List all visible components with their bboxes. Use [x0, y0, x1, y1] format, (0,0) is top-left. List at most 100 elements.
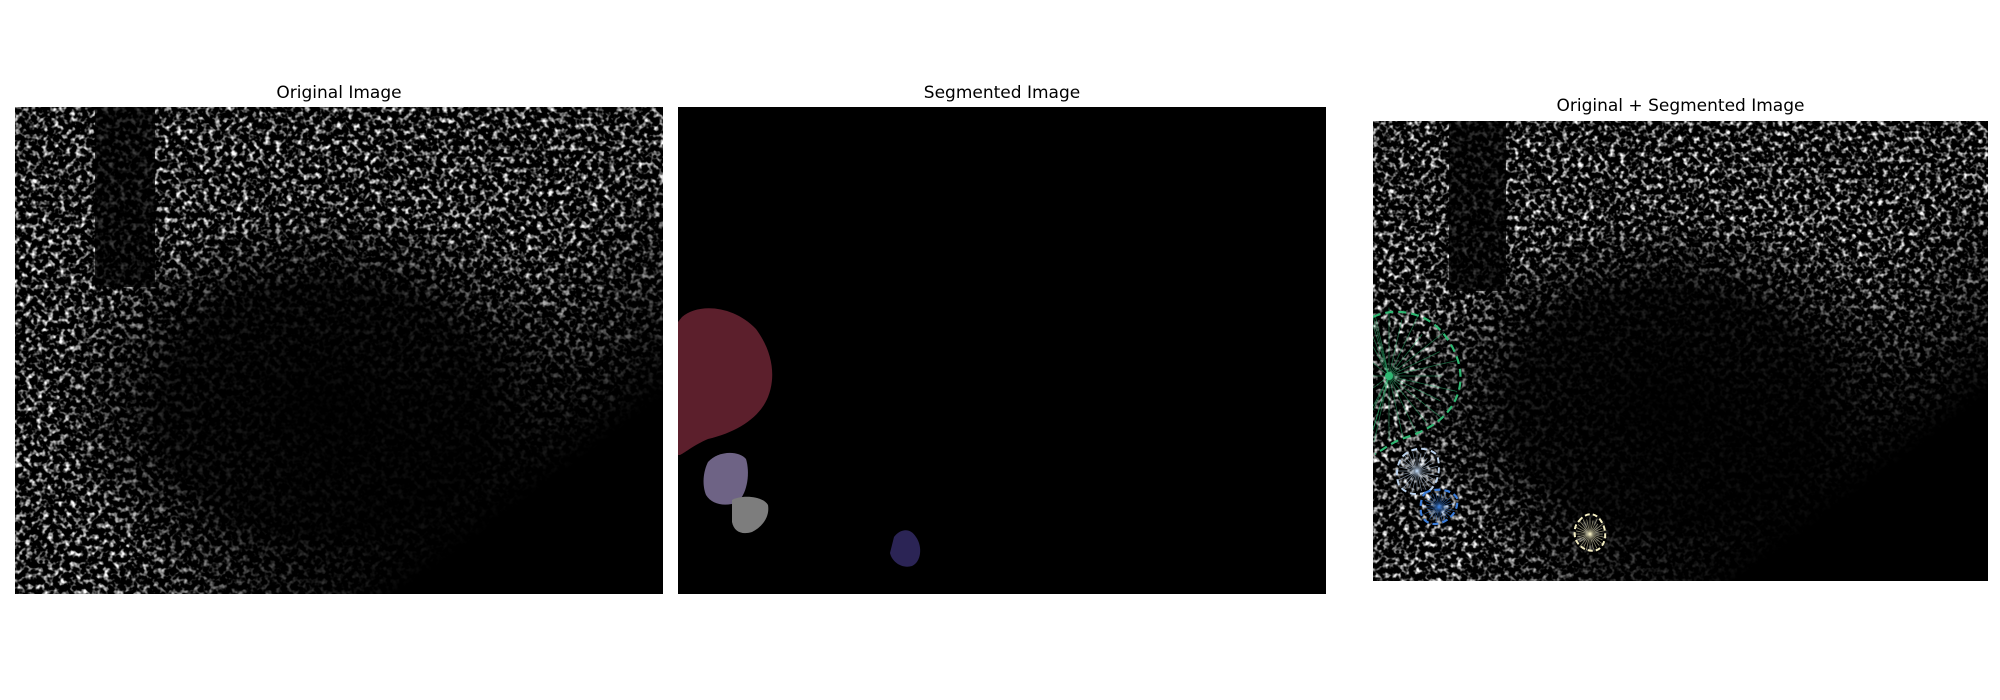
contour-spoke: [1416, 470, 1435, 485]
original-image: [15, 107, 663, 594]
contour-spoke: [1397, 461, 1418, 472]
contour-spoke: [1373, 375, 1390, 431]
contour-spoke: [1589, 518, 1598, 535]
contour-spoke: [1373, 375, 1390, 442]
contour-spoke: [1388, 312, 1420, 377]
segmented-image-canvas: [678, 107, 1326, 594]
contour-spoke: [1424, 499, 1440, 508]
overlay-image-canvas: [1373, 121, 1988, 581]
contour-spoke: [1438, 506, 1446, 521]
contour-spoke: [1374, 315, 1390, 377]
contour-spoke: [1432, 506, 1440, 520]
contour-spoke: [1373, 375, 1390, 407]
contour-spoke: [1416, 451, 1427, 472]
contour-spoke: [1574, 526, 1591, 535]
segment-gray: [732, 496, 769, 534]
segment-red: [678, 308, 773, 455]
contour-spoke: [1388, 334, 1423, 377]
contour-spoke: [1582, 519, 1591, 535]
contour-spoke: [1373, 336, 1390, 377]
contour-spoke: [1577, 524, 1591, 535]
contour-spoke: [1428, 506, 1440, 516]
contour-spoke: [1438, 506, 1451, 514]
contour-spoke: [1388, 375, 1443, 420]
contour-spoke: [1426, 506, 1440, 511]
contour-spoke: [1585, 533, 1591, 551]
contour-spoke: [1589, 533, 1603, 541]
contour-spoke: [1579, 533, 1591, 543]
contour-spoke: [1427, 497, 1440, 508]
original-image-title: Original Image: [276, 83, 402, 103]
contour-spoke: [1577, 533, 1591, 538]
contour-spoke: [1416, 462, 1434, 472]
contour-spoke: [1579, 533, 1591, 548]
overlay-image: [1373, 121, 1988, 581]
contour-spoke: [1388, 360, 1457, 377]
contour-spoke: [1438, 501, 1451, 508]
contour-spoke: [1416, 470, 1434, 480]
contour-spoke: [1416, 465, 1439, 472]
contour-spoke: [1398, 466, 1418, 472]
contour-spoke: [1435, 493, 1440, 508]
segmented-image-title: Segmented Image: [923, 83, 1081, 103]
contour-lightblue: [1395, 447, 1440, 496]
contour-spoke: [1438, 494, 1443, 508]
contour-spoke: [1586, 519, 1591, 535]
contour-spoke: [1438, 497, 1447, 508]
contour-spoke: [1388, 319, 1403, 377]
contour-spoke: [1438, 506, 1443, 522]
contour-spoke: [1438, 492, 1447, 508]
contour-spoke: [1388, 351, 1440, 377]
contour-spoke: [1403, 454, 1418, 472]
contour-spoke: [1424, 506, 1440, 515]
segmented-image: [678, 107, 1326, 594]
contour-spoke: [1407, 452, 1418, 472]
contour-spoke: [1589, 533, 1594, 550]
contour-spoke: [1403, 470, 1418, 483]
contour-green: [1373, 307, 1462, 455]
contour-spoke: [1438, 496, 1452, 508]
contour-spoke: [1589, 529, 1607, 535]
contour-spoke: [1416, 457, 1428, 472]
contour-spoke: [1574, 533, 1591, 542]
contour-spoke: [1428, 506, 1440, 520]
contour-spoke: [1416, 456, 1435, 472]
contour-spoke: [1388, 375, 1419, 437]
contour-spoke: [1438, 506, 1452, 518]
contour-spoke: [1416, 470, 1427, 490]
contour-spoke: [1432, 493, 1440, 508]
contour-spoke: [1388, 332, 1444, 377]
original-image-canvas: [15, 107, 663, 594]
contour-spoke: [1435, 506, 1440, 523]
contour-spoke: [1373, 346, 1390, 377]
contour-spoke: [1589, 523, 1604, 535]
contour-spoke: [1416, 453, 1422, 472]
segment-lavender: [703, 452, 748, 505]
contour-spoke: [1589, 533, 1600, 546]
contour-spoke: [1589, 520, 1594, 535]
original-image-panel: Original Image: [15, 80, 663, 594]
contour-spoke: [1412, 451, 1418, 472]
contour-blue: [1419, 488, 1459, 526]
contour-spoke: [1408, 470, 1418, 489]
segmented-image-panel: Segmented Image: [678, 80, 1326, 594]
contour-spoke: [1388, 375, 1404, 440]
contour-spoke: [1583, 533, 1591, 548]
contour-spoke: [1589, 533, 1598, 549]
contour-spoke: [1589, 523, 1599, 535]
contour-spoke: [1589, 533, 1604, 545]
contour-spoke: [1438, 506, 1449, 519]
segment-navy: [890, 530, 921, 567]
contour-spoke: [1388, 375, 1441, 402]
contour-spoke: [1401, 458, 1418, 472]
contour-spoke: [1400, 470, 1418, 476]
contour-spoke: [1425, 503, 1440, 508]
contour-spoke: [1429, 495, 1440, 508]
contour-spoke: [1589, 533, 1607, 539]
contour-spoke: [1416, 470, 1422, 491]
contour-spoke: [1575, 530, 1591, 535]
contour-spoke: [1416, 470, 1439, 477]
contour-spoke: [1411, 470, 1418, 492]
contour-spoke: [1388, 375, 1458, 392]
contour-spoke: [1589, 527, 1603, 535]
